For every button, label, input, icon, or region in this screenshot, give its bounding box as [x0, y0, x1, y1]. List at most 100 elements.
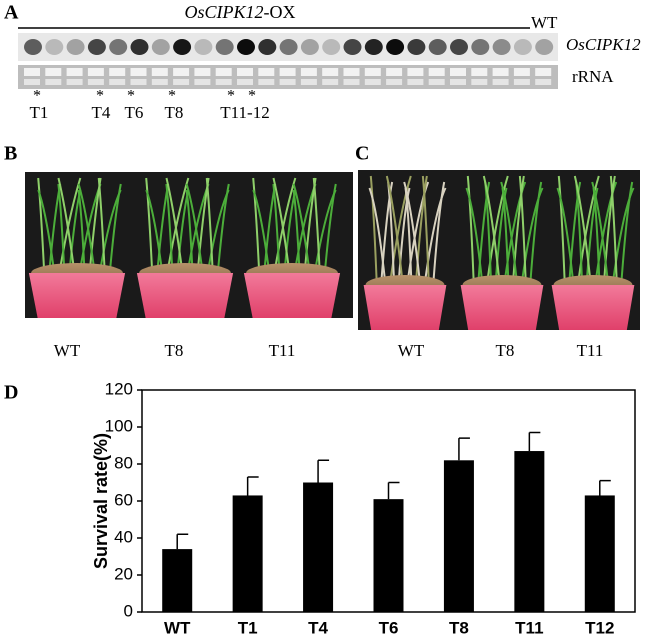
- rrna-band: [87, 79, 104, 85]
- rrna-band: [386, 79, 403, 85]
- leaf: [529, 181, 543, 286]
- probe-label: OsCIPK12: [566, 35, 641, 54]
- gene-suffix: -OX: [264, 2, 296, 22]
- panel-letter: A: [4, 2, 19, 24]
- rrna-band: [173, 79, 190, 85]
- leaf: [185, 189, 194, 274]
- x-tick-label: T4: [308, 618, 328, 637]
- bar: [303, 482, 334, 612]
- rrna-band: [471, 68, 488, 76]
- y-tick-label: 80: [114, 453, 133, 472]
- line-label: T11-12: [220, 103, 269, 122]
- band: [407, 39, 426, 55]
- leaf: [272, 177, 291, 274]
- band: [194, 39, 213, 55]
- rrna-band: [364, 79, 381, 85]
- band: [471, 39, 490, 55]
- photo-label: WT: [398, 341, 425, 360]
- loading-label: rRNA: [572, 67, 614, 86]
- leaf: [385, 175, 404, 286]
- leaf: [482, 175, 501, 286]
- leaf: [485, 175, 509, 286]
- bar: [443, 460, 474, 612]
- photo-label: T11: [269, 341, 296, 360]
- rrna-band: [471, 79, 488, 85]
- photo-c: [358, 170, 640, 330]
- leaf: [500, 181, 519, 286]
- leaf: [568, 181, 582, 286]
- x-tick-label: T6: [379, 618, 399, 637]
- rrna-bands: [24, 68, 552, 85]
- y-tick-label: 40: [114, 527, 133, 546]
- star: *: [127, 88, 135, 105]
- rrna-band: [300, 68, 317, 76]
- y-tick-label: 100: [105, 416, 133, 435]
- band: [364, 39, 383, 55]
- rrna-band: [386, 68, 403, 76]
- leaf: [477, 181, 491, 286]
- leaf: [465, 187, 484, 286]
- error-bar: [317, 459, 330, 483]
- line-label: T1: [30, 103, 49, 122]
- photo-label: T11: [577, 341, 604, 360]
- band: [535, 39, 554, 55]
- rrna-band: [45, 79, 62, 85]
- bar: [514, 451, 545, 612]
- leaf: [557, 175, 566, 286]
- leaf: [556, 187, 575, 286]
- rrna-band: [450, 79, 466, 85]
- photo-label: T8: [165, 341, 184, 360]
- x-tick-label: T12: [585, 618, 614, 637]
- rrna-band: [130, 68, 147, 76]
- gene-name: OsCIPK12: [184, 2, 263, 22]
- bar: [162, 549, 193, 612]
- leaf: [108, 183, 122, 274]
- leaf: [205, 177, 214, 274]
- leaf: [576, 175, 600, 286]
- leaf: [165, 177, 184, 274]
- leaf: [591, 181, 610, 286]
- star: *: [248, 88, 256, 105]
- leaf: [252, 189, 271, 274]
- star: *: [96, 88, 104, 105]
- leaf: [97, 177, 106, 274]
- leaf: [37, 189, 56, 274]
- rrna-band: [66, 68, 83, 76]
- rrna-band: [535, 79, 552, 85]
- control-label: WT: [531, 13, 558, 32]
- band: [237, 39, 255, 55]
- rrna-band: [343, 79, 360, 85]
- rrna-band: [194, 68, 211, 76]
- leaf: [421, 175, 430, 286]
- x-tick-label: WT: [164, 618, 191, 637]
- rrna-band: [151, 68, 168, 76]
- leaf: [403, 181, 422, 286]
- rrna-band: [173, 68, 190, 76]
- leaf: [145, 189, 164, 274]
- leaf: [37, 177, 46, 274]
- band: [45, 39, 64, 55]
- rrna-band: [45, 68, 62, 76]
- band: [109, 39, 128, 55]
- y-axis-title: Survival rate(%): [91, 433, 111, 569]
- bar: [232, 495, 263, 612]
- error-bar: [599, 479, 611, 496]
- error-bar: [246, 476, 259, 496]
- line-label: T8: [165, 103, 184, 122]
- x-tick-label: T8: [449, 618, 469, 637]
- y-tick-label: 60: [114, 490, 133, 509]
- band: [173, 39, 192, 55]
- leaf: [312, 177, 321, 274]
- bar: [584, 495, 615, 612]
- error-bar: [528, 431, 541, 452]
- leaf: [609, 175, 618, 286]
- rrna-band: [450, 68, 466, 76]
- error-bar: [387, 481, 400, 500]
- band: [87, 39, 106, 55]
- x-tick-label: T11: [515, 618, 543, 637]
- band: [300, 39, 319, 55]
- band: [343, 39, 362, 55]
- rrna-band: [258, 79, 275, 85]
- line-label: T6: [125, 103, 144, 122]
- x-tick-label: T1: [238, 618, 258, 637]
